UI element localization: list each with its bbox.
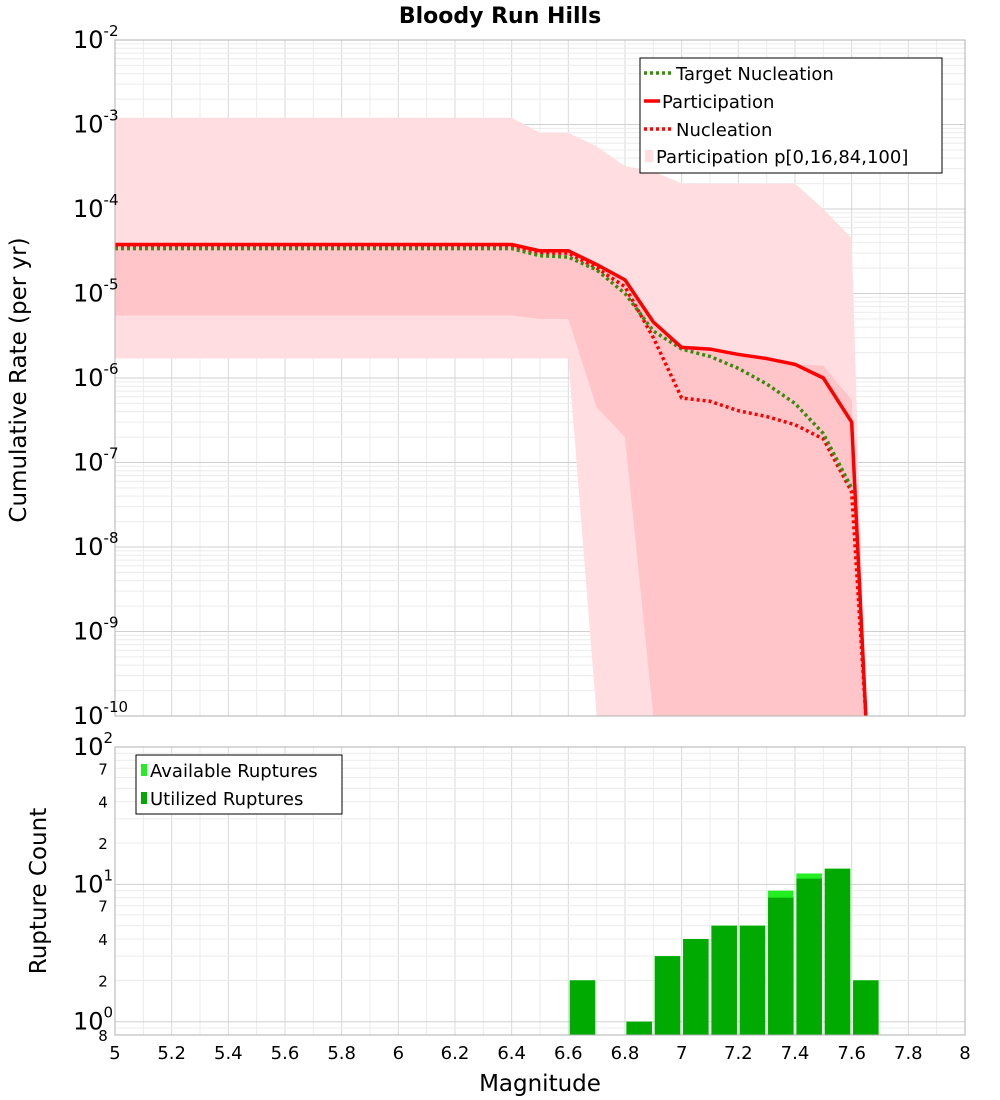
utilized-rupture-bar — [739, 925, 766, 1035]
x-axis-label: Magnitude — [479, 1071, 601, 1097]
x-tick-label: 7.8 — [894, 1043, 923, 1064]
count-y-minor-label: 7 — [98, 760, 108, 778]
rate-y-ticks: 10-10 10-9 10-8 10-7 10-6 10-5 10-4 10-3 10-2 — [73, 22, 128, 730]
x-tick-label: 7.2 — [724, 1043, 753, 1064]
utilized-rupture-bar — [768, 897, 794, 1035]
count-y-axis-label: Rupture Count — [26, 808, 52, 974]
utilized-rupture-bar — [711, 925, 737, 1035]
rate-legend-box — [639, 57, 943, 174]
count-y-minor-label: 8 — [98, 1027, 108, 1045]
count-y-minor-label: 2 — [98, 972, 108, 990]
x-tick-label: 5 — [109, 1043, 120, 1064]
rate-y-tick-label: 10-2 — [73, 22, 119, 54]
x-tick-label: 6.4 — [497, 1043, 526, 1064]
count-y-tick-label: 102 — [73, 729, 113, 761]
x-tick-label: 6.2 — [441, 1043, 470, 1064]
rate-y-tick-label: 10-6 — [73, 360, 119, 392]
x-tick-label: 7.4 — [781, 1043, 810, 1064]
rate-y-tick-label: 10-8 — [73, 529, 119, 561]
x-tick-label: 8 — [959, 1043, 970, 1064]
rate-series-nucleation — [115, 244, 868, 716]
utilized-rupture-bar — [654, 956, 681, 1035]
legend-label-available: Available Ruptures — [150, 761, 318, 782]
x-tick-label: 6.6 — [554, 1043, 583, 1064]
rate-y-axis-label: Cumulative Rate (per yr) — [6, 237, 32, 522]
rate-y-tick-label: 10-5 — [73, 276, 119, 308]
count-y-tick-label: 101 — [73, 866, 113, 898]
count-y-minor-label: 2 — [98, 835, 108, 853]
count-y-minor-label: 4 — [98, 794, 108, 812]
count-y-tick-label: 100 — [73, 1004, 113, 1036]
chart-title: Bloody Run Hills — [399, 4, 601, 29]
x-tick-label: 5.4 — [214, 1043, 243, 1064]
utilized-rupture-bar — [853, 980, 879, 1035]
count-y-ticks: 102 101 100 7 4 2 7 4 2 8 — [73, 729, 113, 1045]
rate-y-tick-label: 10-7 — [73, 445, 119, 477]
rate-legend: Target Nucleation Participation Nucleati… — [639, 57, 943, 174]
utilized-rupture-bar — [824, 868, 851, 1035]
rate-bands — [115, 117, 866, 716]
rate-y-tick-label: 10-3 — [73, 107, 119, 139]
legend-label-nucleation: Nucleation — [676, 120, 772, 141]
legend-swatch-available — [141, 764, 147, 776]
utilized-rupture-bar — [683, 939, 709, 1035]
x-tick-label: 7.6 — [837, 1043, 866, 1064]
x-tick-label: 5.6 — [271, 1043, 300, 1064]
x-tick-label: 6.8 — [611, 1043, 640, 1064]
count-y-minor-label: 4 — [98, 931, 108, 949]
count-legend: Available Ruptures Utilized Ruptures — [135, 754, 343, 815]
utilized-rupture-bar — [796, 878, 822, 1035]
count-y-minor-label: 7 — [98, 898, 108, 916]
utilized-rupture-bar — [626, 1021, 652, 1035]
rate-y-tick-label: 10-10 — [73, 698, 128, 730]
legend-label-participation-range: Participation p[0,16,84,100] — [656, 147, 908, 168]
count-bars — [569, 868, 879, 1035]
rate-lines — [115, 242, 868, 716]
count-panel: 102 101 100 7 4 2 7 4 2 8 5 5.2 5.4 5.6 5.8 6 6.2 6.4 6.6… — [26, 729, 971, 1097]
legend-swatch-participation-range — [645, 150, 653, 162]
count-legend-box — [135, 754, 343, 815]
x-tick-label: 5.2 — [157, 1043, 186, 1064]
utilized-rupture-bar — [569, 980, 596, 1035]
legend-label-target-nucleation: Target Nucleation — [675, 64, 834, 85]
count-x-ticks: 5 5.2 5.4 5.6 5.8 6 6.2 6.4 6.6 6.8 7 7.2 7.4 7.6 7.8 8 — [109, 1043, 970, 1064]
rate-y-tick-label: 10-9 — [73, 614, 119, 646]
x-tick-label: 6 — [393, 1043, 404, 1064]
rate-plot-frame — [114, 39, 966, 717]
legend-label-participation: Participation — [662, 92, 774, 113]
count-plot-frame — [114, 746, 966, 1036]
rate-series-participation — [115, 242, 868, 716]
rate-band-1 — [115, 244, 866, 716]
rate-y-tick-label: 10-4 — [73, 191, 119, 223]
rate-panel: 10-10 10-9 10-8 10-7 10-6 10-5 10-4 10-3 10-2 Cu… — [6, 22, 966, 730]
legend-swatch-utilized — [141, 792, 147, 804]
x-tick-label: 5.8 — [327, 1043, 356, 1064]
legend-label-utilized: Utilized Ruptures — [150, 789, 303, 810]
x-tick-label: 7 — [676, 1043, 687, 1064]
